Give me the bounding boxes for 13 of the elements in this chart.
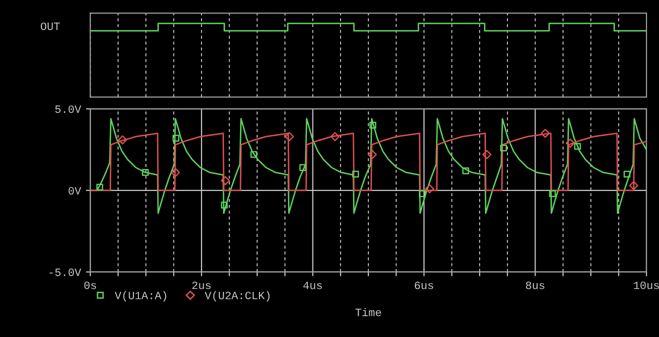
legend-label: V(U1A:A) (114, 291, 166, 302)
x-tick-label: 0s (84, 282, 96, 290)
x-tick-label: 10us (634, 282, 659, 290)
x-tick-label: 8us (526, 282, 544, 290)
y-tick-label: 0V (68, 187, 82, 195)
x-tick-label: 6us (414, 282, 434, 290)
legend-label: V(U2A:CLK) (204, 291, 270, 302)
y-tick-label: -5.0V (50, 268, 82, 276)
x-axis-title: Time (355, 308, 381, 316)
x-tick-label: 4us (303, 282, 322, 290)
text: OUT (40, 22, 60, 30)
y-tick-label: 5.0V (55, 105, 82, 113)
x-tick-label: 2us (192, 282, 211, 290)
